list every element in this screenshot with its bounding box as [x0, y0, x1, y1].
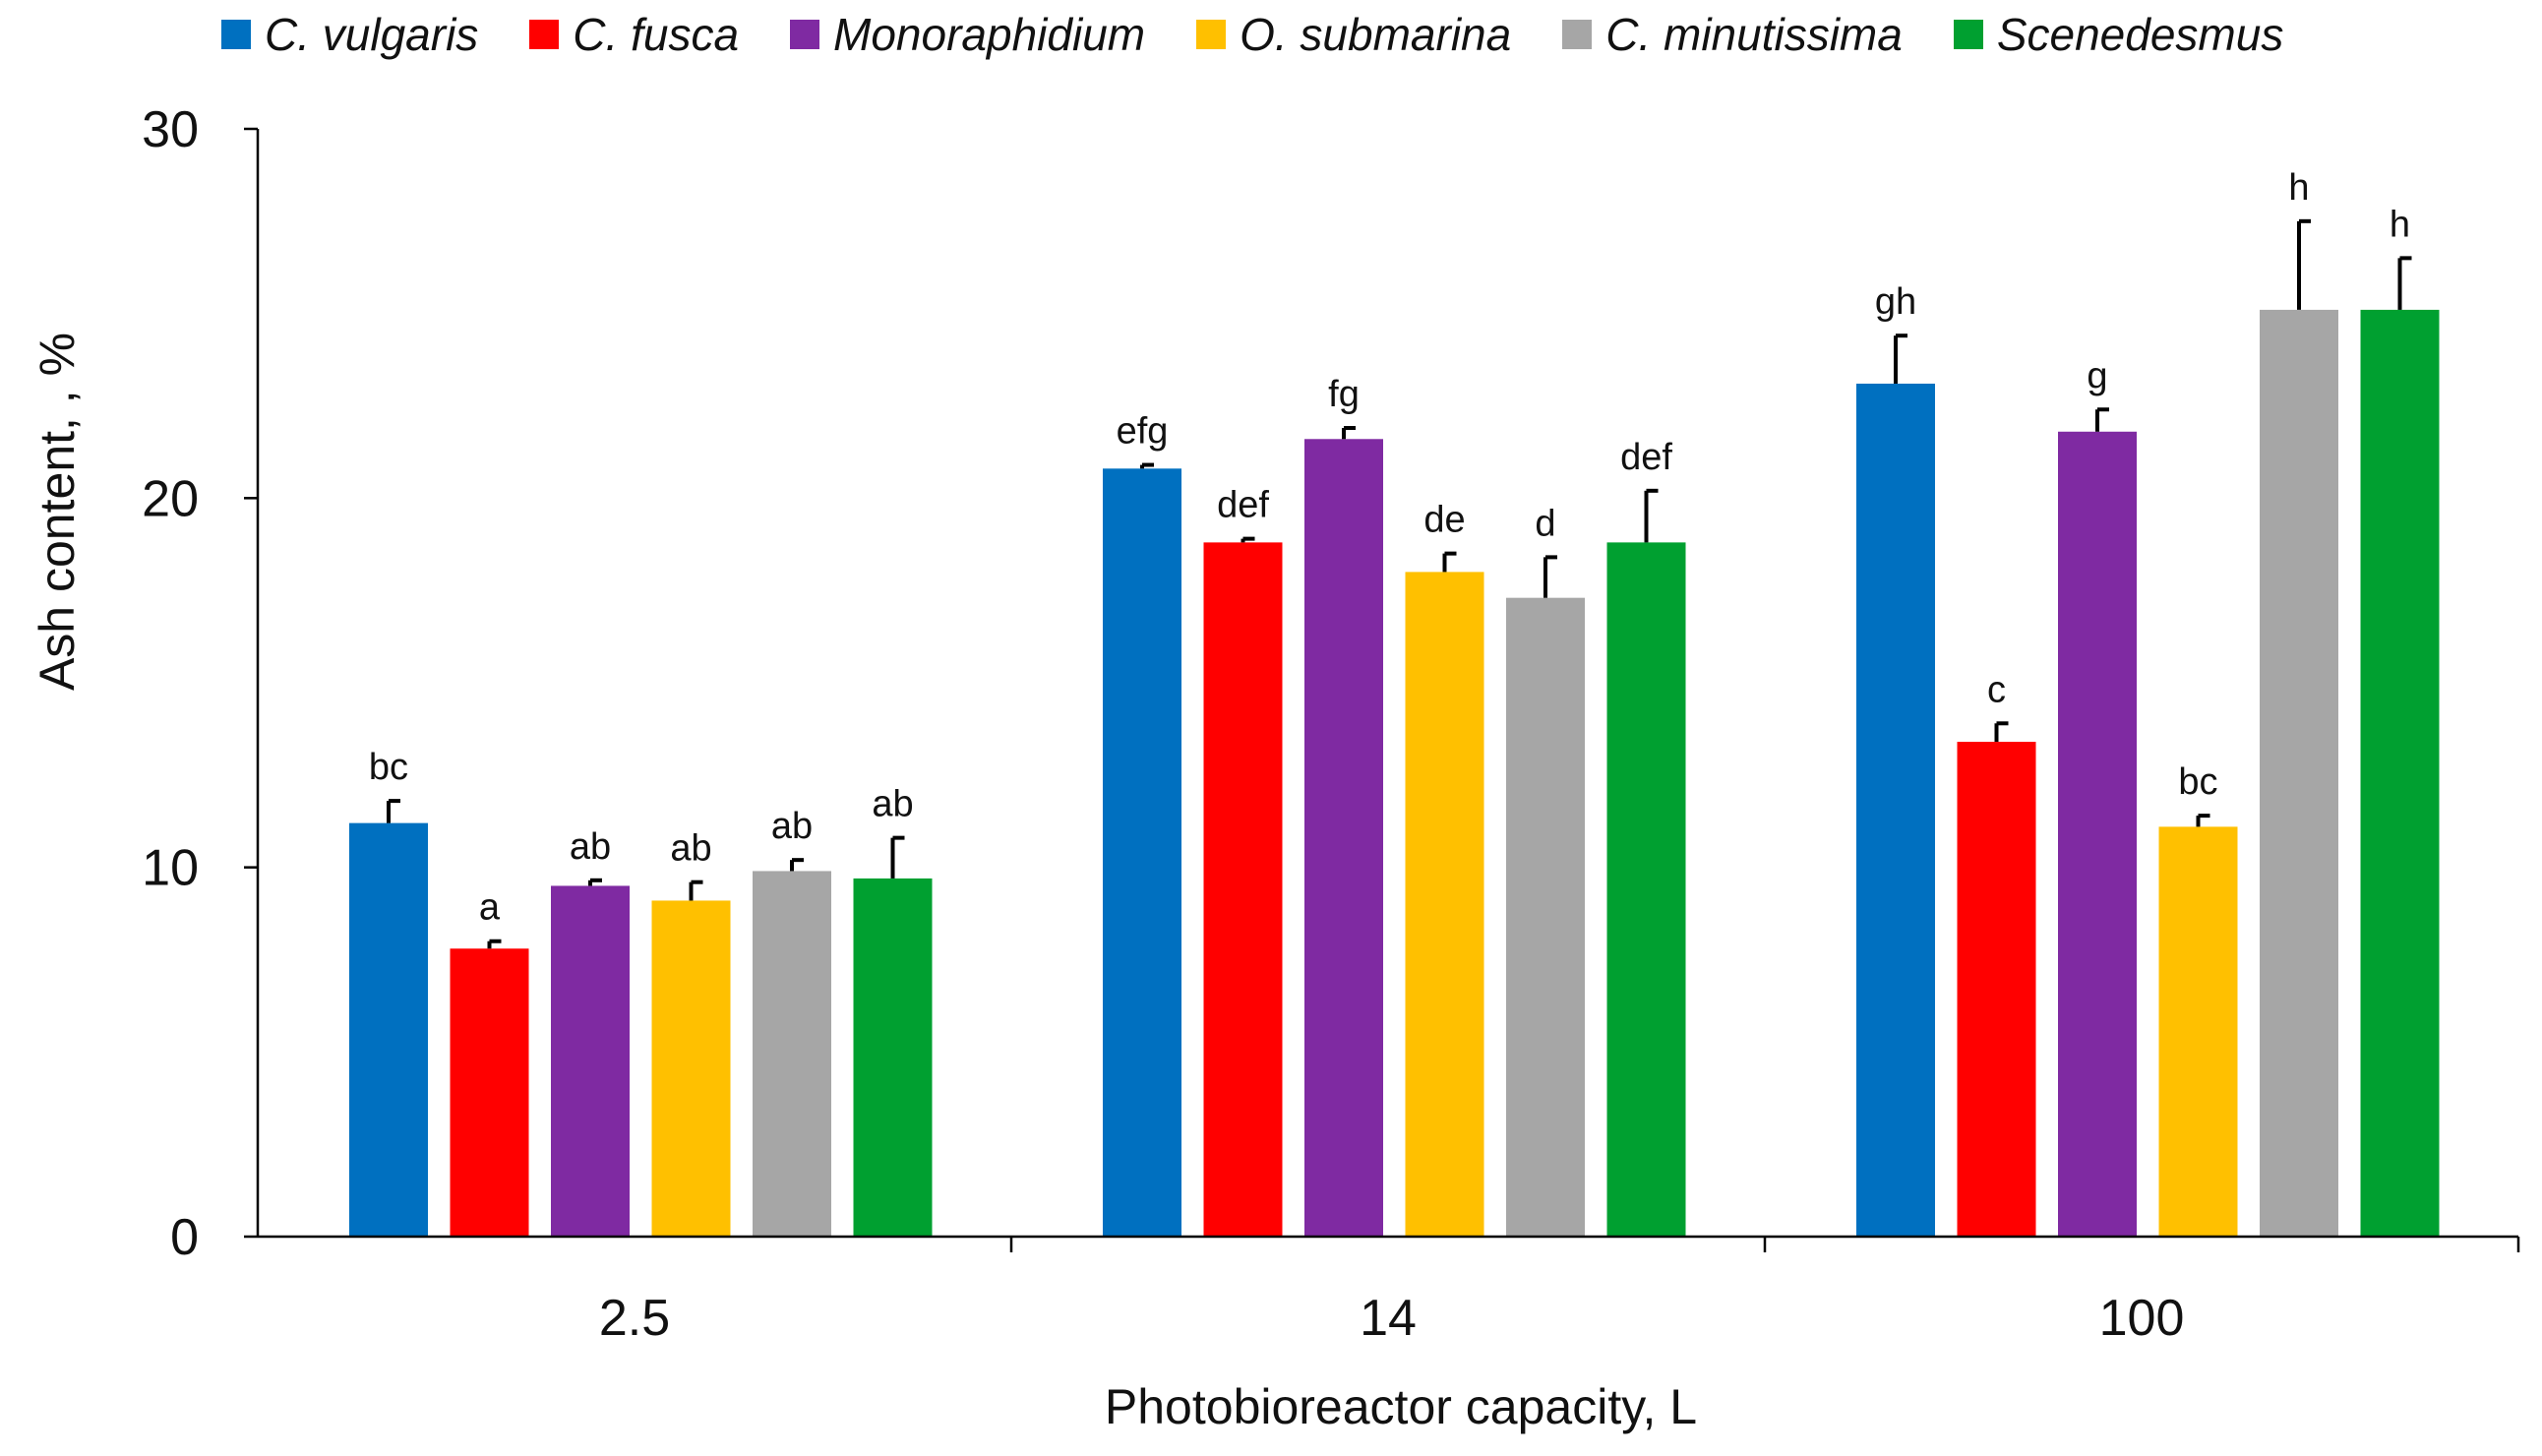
significance-label: fg: [1328, 374, 1360, 415]
bar: [651, 900, 731, 1237]
bar: [1606, 542, 1686, 1237]
plot-area: bc efg gh a def c ab fg g ab de bc ab d h ab def h 0 10 20 30…: [142, 101, 2520, 1347]
significance-label: c: [1987, 669, 2006, 710]
bar: [450, 948, 529, 1237]
legend-item: C. vulgaris: [221, 8, 478, 61]
legend-label: C. minutissima: [1605, 9, 1903, 60]
y-axis-title: Ash content, , %: [30, 332, 85, 692]
legend-swatch: [1562, 20, 1593, 49]
significance-label: def: [1217, 485, 1269, 526]
legend-label: Monoraphidium: [833, 9, 1146, 60]
legend-label: Scenedesmus: [1996, 9, 2284, 60]
bar: [1103, 468, 1181, 1238]
significance-label: d: [1535, 503, 1555, 544]
legend: C. vulgaris C. fusca Monoraphidium O. subma…: [221, 8, 2334, 61]
significance-label: ab: [872, 784, 913, 825]
significance-label: bc: [369, 747, 408, 788]
x-tick-label: 14: [1360, 1290, 1417, 1347]
y-tick-label: 0: [170, 1209, 199, 1266]
significance-label: def: [1620, 437, 1672, 478]
bar: [1304, 439, 1383, 1237]
significance-label: h: [2288, 167, 2309, 209]
x-tick-label: 100: [2099, 1290, 2185, 1347]
significance-label: de: [1423, 500, 1465, 541]
bar: [1203, 542, 1283, 1237]
bar: [1506, 597, 1585, 1237]
legend-swatch: [529, 20, 560, 49]
y-tick-label: 30: [142, 101, 199, 158]
significance-label: ab: [670, 828, 711, 870]
x-axis-title: Photobioreactor capacity, L: [1104, 1379, 1698, 1434]
bar: [2058, 431, 2137, 1238]
significance-label: efg: [1117, 411, 1169, 453]
bar: [551, 885, 630, 1237]
bar: [2360, 309, 2440, 1237]
bar: [2158, 826, 2238, 1237]
legend-swatch: [221, 20, 251, 49]
y-tick-label: 10: [142, 840, 199, 897]
legend-item: Scenedesmus: [1953, 8, 2284, 61]
legend-swatch: [1196, 20, 1227, 49]
x-tick-label: 2.5: [599, 1290, 670, 1347]
significance-label: a: [479, 887, 501, 929]
bar: [853, 878, 933, 1237]
significance-label: bc: [2178, 761, 2217, 803]
legend-label: C. vulgaris: [265, 9, 479, 60]
legend-swatch: [1953, 20, 1983, 49]
legend-item: C. minutissima: [1562, 8, 1903, 61]
legend-item: O. submarina: [1196, 8, 1511, 61]
bar: [753, 871, 831, 1237]
legend-item: C. fusca: [529, 8, 739, 61]
legend-label: O. submarina: [1240, 9, 1512, 60]
y-tick-label: 20: [142, 470, 199, 527]
significance-label: gh: [1875, 281, 1916, 323]
significance-label: g: [2087, 355, 2107, 396]
bar: [2260, 309, 2338, 1237]
legend-swatch: [790, 20, 820, 49]
bar: [1405, 572, 1484, 1237]
bar: [1957, 742, 2036, 1237]
legend-label: C. fusca: [573, 9, 740, 60]
significance-label: ab: [570, 826, 611, 868]
significance-label: h: [2390, 204, 2410, 245]
legend-item: Monoraphidium: [790, 8, 1145, 61]
significance-label: ab: [771, 806, 813, 847]
bar: [349, 822, 428, 1237]
bar: [1856, 383, 1935, 1238]
